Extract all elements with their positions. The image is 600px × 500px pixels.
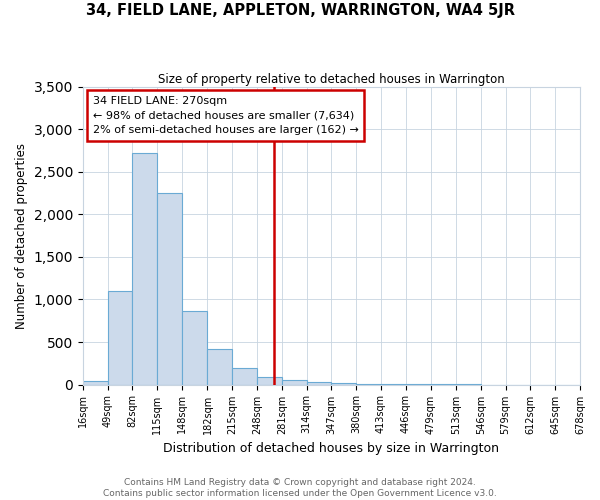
Bar — [208, 349, 232, 384]
Text: 34, FIELD LANE, APPLETON, WARRINGTON, WA4 5JR: 34, FIELD LANE, APPLETON, WARRINGTON, WA… — [86, 2, 515, 18]
Bar — [107, 291, 133, 384]
Bar — [182, 310, 208, 384]
Bar — [331, 383, 356, 384]
Bar — [307, 382, 331, 384]
Bar — [232, 368, 257, 384]
X-axis label: Distribution of detached houses by size in Warrington: Distribution of detached houses by size … — [163, 442, 499, 455]
Bar — [83, 381, 107, 384]
Bar — [282, 380, 307, 384]
Bar — [133, 153, 157, 384]
Text: Contains HM Land Registry data © Crown copyright and database right 2024.
Contai: Contains HM Land Registry data © Crown c… — [103, 478, 497, 498]
Text: 34 FIELD LANE: 270sqm
← 98% of detached houses are smaller (7,634)
2% of semi-de: 34 FIELD LANE: 270sqm ← 98% of detached … — [93, 96, 359, 135]
Bar — [257, 377, 282, 384]
Bar — [157, 193, 182, 384]
Title: Size of property relative to detached houses in Warrington: Size of property relative to detached ho… — [158, 72, 505, 86]
Y-axis label: Number of detached properties: Number of detached properties — [15, 142, 28, 328]
